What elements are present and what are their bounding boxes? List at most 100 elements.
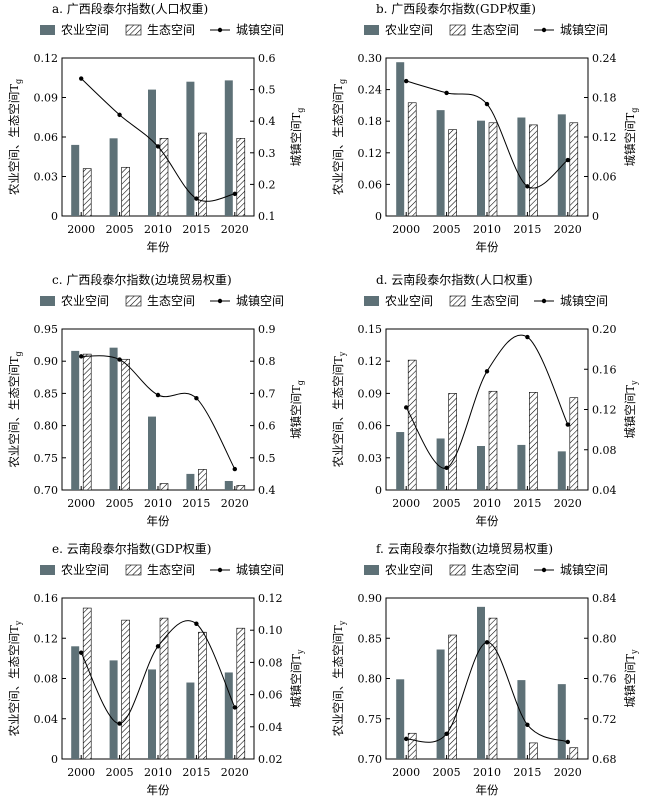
y-tick-label: 0.09 (358, 387, 383, 400)
point-urban (117, 721, 122, 726)
y2-tick-label: 0.1 (258, 210, 276, 223)
legend-label-agri: 农业空间 (385, 23, 433, 37)
bar-eco (82, 353, 92, 491)
y2-tick-label: 0.68 (592, 753, 617, 766)
y2-axis-label-sub: g (296, 108, 305, 113)
point-urban (525, 184, 530, 189)
bar-agri (71, 646, 80, 759)
y-axis-label-main: 农业空间、生态空间T (7, 356, 21, 467)
y-axis-label-sub: y (14, 620, 23, 626)
legend: 农业空间 生态空间 城镇空间 (364, 563, 608, 577)
point-urban (444, 465, 449, 471)
y2-tick-label: 0.06 (592, 171, 617, 184)
y-tick-label: 0.70 (358, 753, 383, 766)
bar-eco (198, 469, 207, 491)
legend-swatch-eco (125, 24, 142, 36)
y-tick-label: 0.75 (358, 713, 383, 726)
bar-eco (159, 617, 169, 760)
legend: 农业空间 生态空间 城镇空间 (364, 23, 608, 37)
y2-axis-label-main: 城镇空间T (289, 112, 303, 166)
panel-5: f. 云南段泰尔指数(边境贸易权重) 农业空间 生态空间 城镇空间 0.70 0.75 0.… (331, 541, 639, 797)
bar-eco (529, 124, 538, 217)
point-urban (232, 191, 237, 197)
y-tick-label: 0 (375, 210, 382, 223)
y-tick-label: 0.15 (358, 323, 383, 336)
bar-eco (121, 358, 130, 491)
panel-4: e. 云南段泰尔指数(GDP权重) 农业空间 生态空间 城镇空间 0 0.04 0.08 0.… (7, 541, 305, 797)
y2-tick-label: 0.06 (258, 689, 283, 702)
point-urban (232, 705, 237, 710)
y-tick-label: 0.95 (34, 323, 59, 336)
y2-tick-label: 0.04 (592, 484, 617, 497)
y2-tick-label: 0.02 (258, 753, 283, 766)
y2-tick-label: 0.08 (592, 444, 617, 457)
point-urban (404, 78, 409, 84)
y-tick-label: 0 (51, 753, 58, 766)
point-urban (155, 392, 161, 398)
y-tick-label: 0.08 (34, 673, 59, 686)
x-tick-label: 2020 (554, 223, 582, 236)
bar-eco (159, 138, 169, 217)
x-axis-label: 年份 (147, 514, 170, 528)
x-tick-label: 2000 (392, 766, 420, 779)
point-urban (404, 405, 409, 410)
y2-tick-label: 0.12 (258, 592, 283, 605)
legend-label-agri: 农业空间 (385, 294, 433, 308)
y2-tick-label: 0.12 (592, 404, 617, 417)
panel-3: d. 云南段泰尔指数(人口权重) 农业空间 生态空间 城镇空间 0 0.03 0.06 0.0… (331, 272, 639, 528)
x-tick-label: 2005 (106, 497, 134, 510)
legend-label-agri: 农业空间 (385, 563, 433, 577)
y2-tick-label: 0.16 (592, 363, 617, 376)
point-urban (484, 369, 490, 374)
x-axis-label: 年份 (147, 783, 170, 797)
y-tick-label: 0 (51, 210, 58, 223)
panel-title: d. 云南段泰尔指数(人口权重) (376, 272, 533, 287)
y2-tick-label: 0.08 (258, 656, 283, 669)
bar-agri (396, 62, 405, 216)
x-tick-label: 2000 (392, 497, 420, 510)
y2-axis-label-sub: y (630, 380, 639, 386)
bar-eco (82, 168, 92, 217)
y-axis-label: 农业空间、生态空间Ty (331, 351, 347, 467)
y2-tick-label: 0.20 (592, 323, 617, 336)
y-axis-label-sub: y (338, 620, 347, 626)
x-tick-label: 2005 (433, 223, 461, 236)
legend-label-urban: 城镇空间 (236, 23, 284, 37)
x-tick-label: 2010 (473, 497, 501, 510)
legend-swatch-agri (364, 565, 379, 575)
bar-eco (121, 619, 130, 760)
y2-tick-label: 0.4 (258, 484, 276, 497)
panel-title: e. 云南段泰尔指数(GDP权重) (52, 541, 211, 556)
legend-swatch-eco (125, 564, 142, 576)
panel-title: b. 广西段泰尔指数(GDP权重) (376, 1, 536, 16)
legend-label-urban: 城镇空间 (560, 23, 608, 37)
point-urban (79, 354, 84, 359)
y-tick-label: 0.80 (358, 673, 383, 686)
legend-label-eco: 生态空间 (471, 23, 519, 37)
point-urban (194, 196, 199, 201)
point-urban (404, 736, 409, 742)
y-tick-label: 0.06 (358, 178, 383, 191)
x-tick-label: 2020 (221, 766, 249, 779)
y-axis-label-main: 农业空间、生态空间T (7, 625, 21, 736)
point-urban (444, 90, 449, 96)
point-urban (525, 722, 530, 727)
bar-agri (517, 444, 526, 490)
y-tick-label: 0.06 (34, 131, 59, 144)
bar-eco (121, 166, 130, 217)
y-tick-label: 0.18 (358, 115, 383, 128)
point-urban (565, 157, 570, 163)
bar-eco (488, 122, 498, 217)
y2-axis-label-main: 城镇空间T (289, 654, 303, 708)
y2-tick-label: 0.24 (592, 52, 617, 65)
y2-tick-label: 0.84 (592, 592, 617, 605)
y2-tick-label: 0.9 (258, 323, 276, 336)
bar-agri (224, 80, 233, 216)
x-tick-label: 2005 (106, 223, 134, 236)
y-axis-label: 农业空间、生态空间Tg (331, 79, 347, 195)
x-tick-label: 2000 (67, 223, 95, 236)
legend-swatch-urban-dot (217, 567, 223, 573)
y2-tick-label: 0.10 (258, 624, 283, 637)
